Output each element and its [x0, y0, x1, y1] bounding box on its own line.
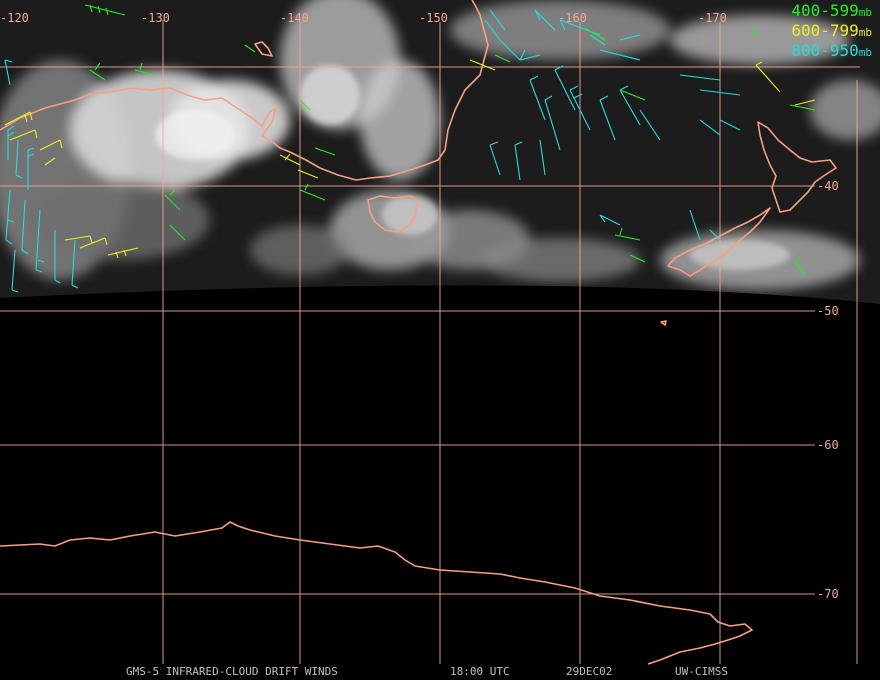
pressure-legend: 400-599mb 600-799mb 800-950mb	[791, 2, 872, 62]
latitude-label: -60	[817, 438, 839, 452]
legend-row-800-950: 800-950mb	[791, 42, 872, 62]
legend-unit: mb	[858, 26, 872, 39]
coastlines	[0, 0, 837, 665]
legend-range: 600-799	[791, 21, 859, 40]
australia-coast	[0, 0, 489, 181]
longitude-label: -130	[141, 11, 170, 25]
legend-unit: mb	[858, 46, 872, 59]
caption-product: GMS-5 INFRARED-CLOUD DRIFT WINDS	[126, 665, 338, 678]
longitude-label: -150	[419, 11, 448, 25]
tasmania-coast	[367, 195, 419, 233]
legend-row-600-799: 600-799mb	[791, 22, 872, 42]
latitude-label: -40	[817, 179, 839, 193]
longitude-label: -160	[558, 11, 587, 25]
latitude-label: -70	[817, 587, 839, 601]
nz-north-island-coast	[757, 121, 837, 213]
longitude-label: -170	[698, 11, 727, 25]
caption-date: 29DEC02	[566, 665, 613, 678]
legend-row-400-599: 400-599mb	[791, 2, 872, 22]
graticule	[0, 20, 860, 664]
antarctica-coast	[0, 521, 753, 665]
wind-barbs-400-599	[84, 4, 816, 276]
wind-barbs-600-799	[4, 59, 816, 259]
caption-source: UW-CIMSS	[675, 665, 728, 678]
image-caption: GMS-5 INFRARED-CLOUD DRIFT WINDS 18:00 U…	[0, 664, 880, 680]
wind-barbs-800-950	[4, 9, 741, 293]
legend-range: 800-950	[791, 41, 859, 60]
legend-range: 400-599	[791, 1, 859, 20]
longitude-label: -140	[280, 11, 309, 25]
caption-time: 18:00 UTC	[450, 665, 510, 678]
nz-south-island-coast	[667, 207, 771, 277]
legend-unit: mb	[858, 6, 872, 19]
latitude-label: -50	[817, 304, 839, 318]
longitude-label: -120	[0, 11, 29, 25]
